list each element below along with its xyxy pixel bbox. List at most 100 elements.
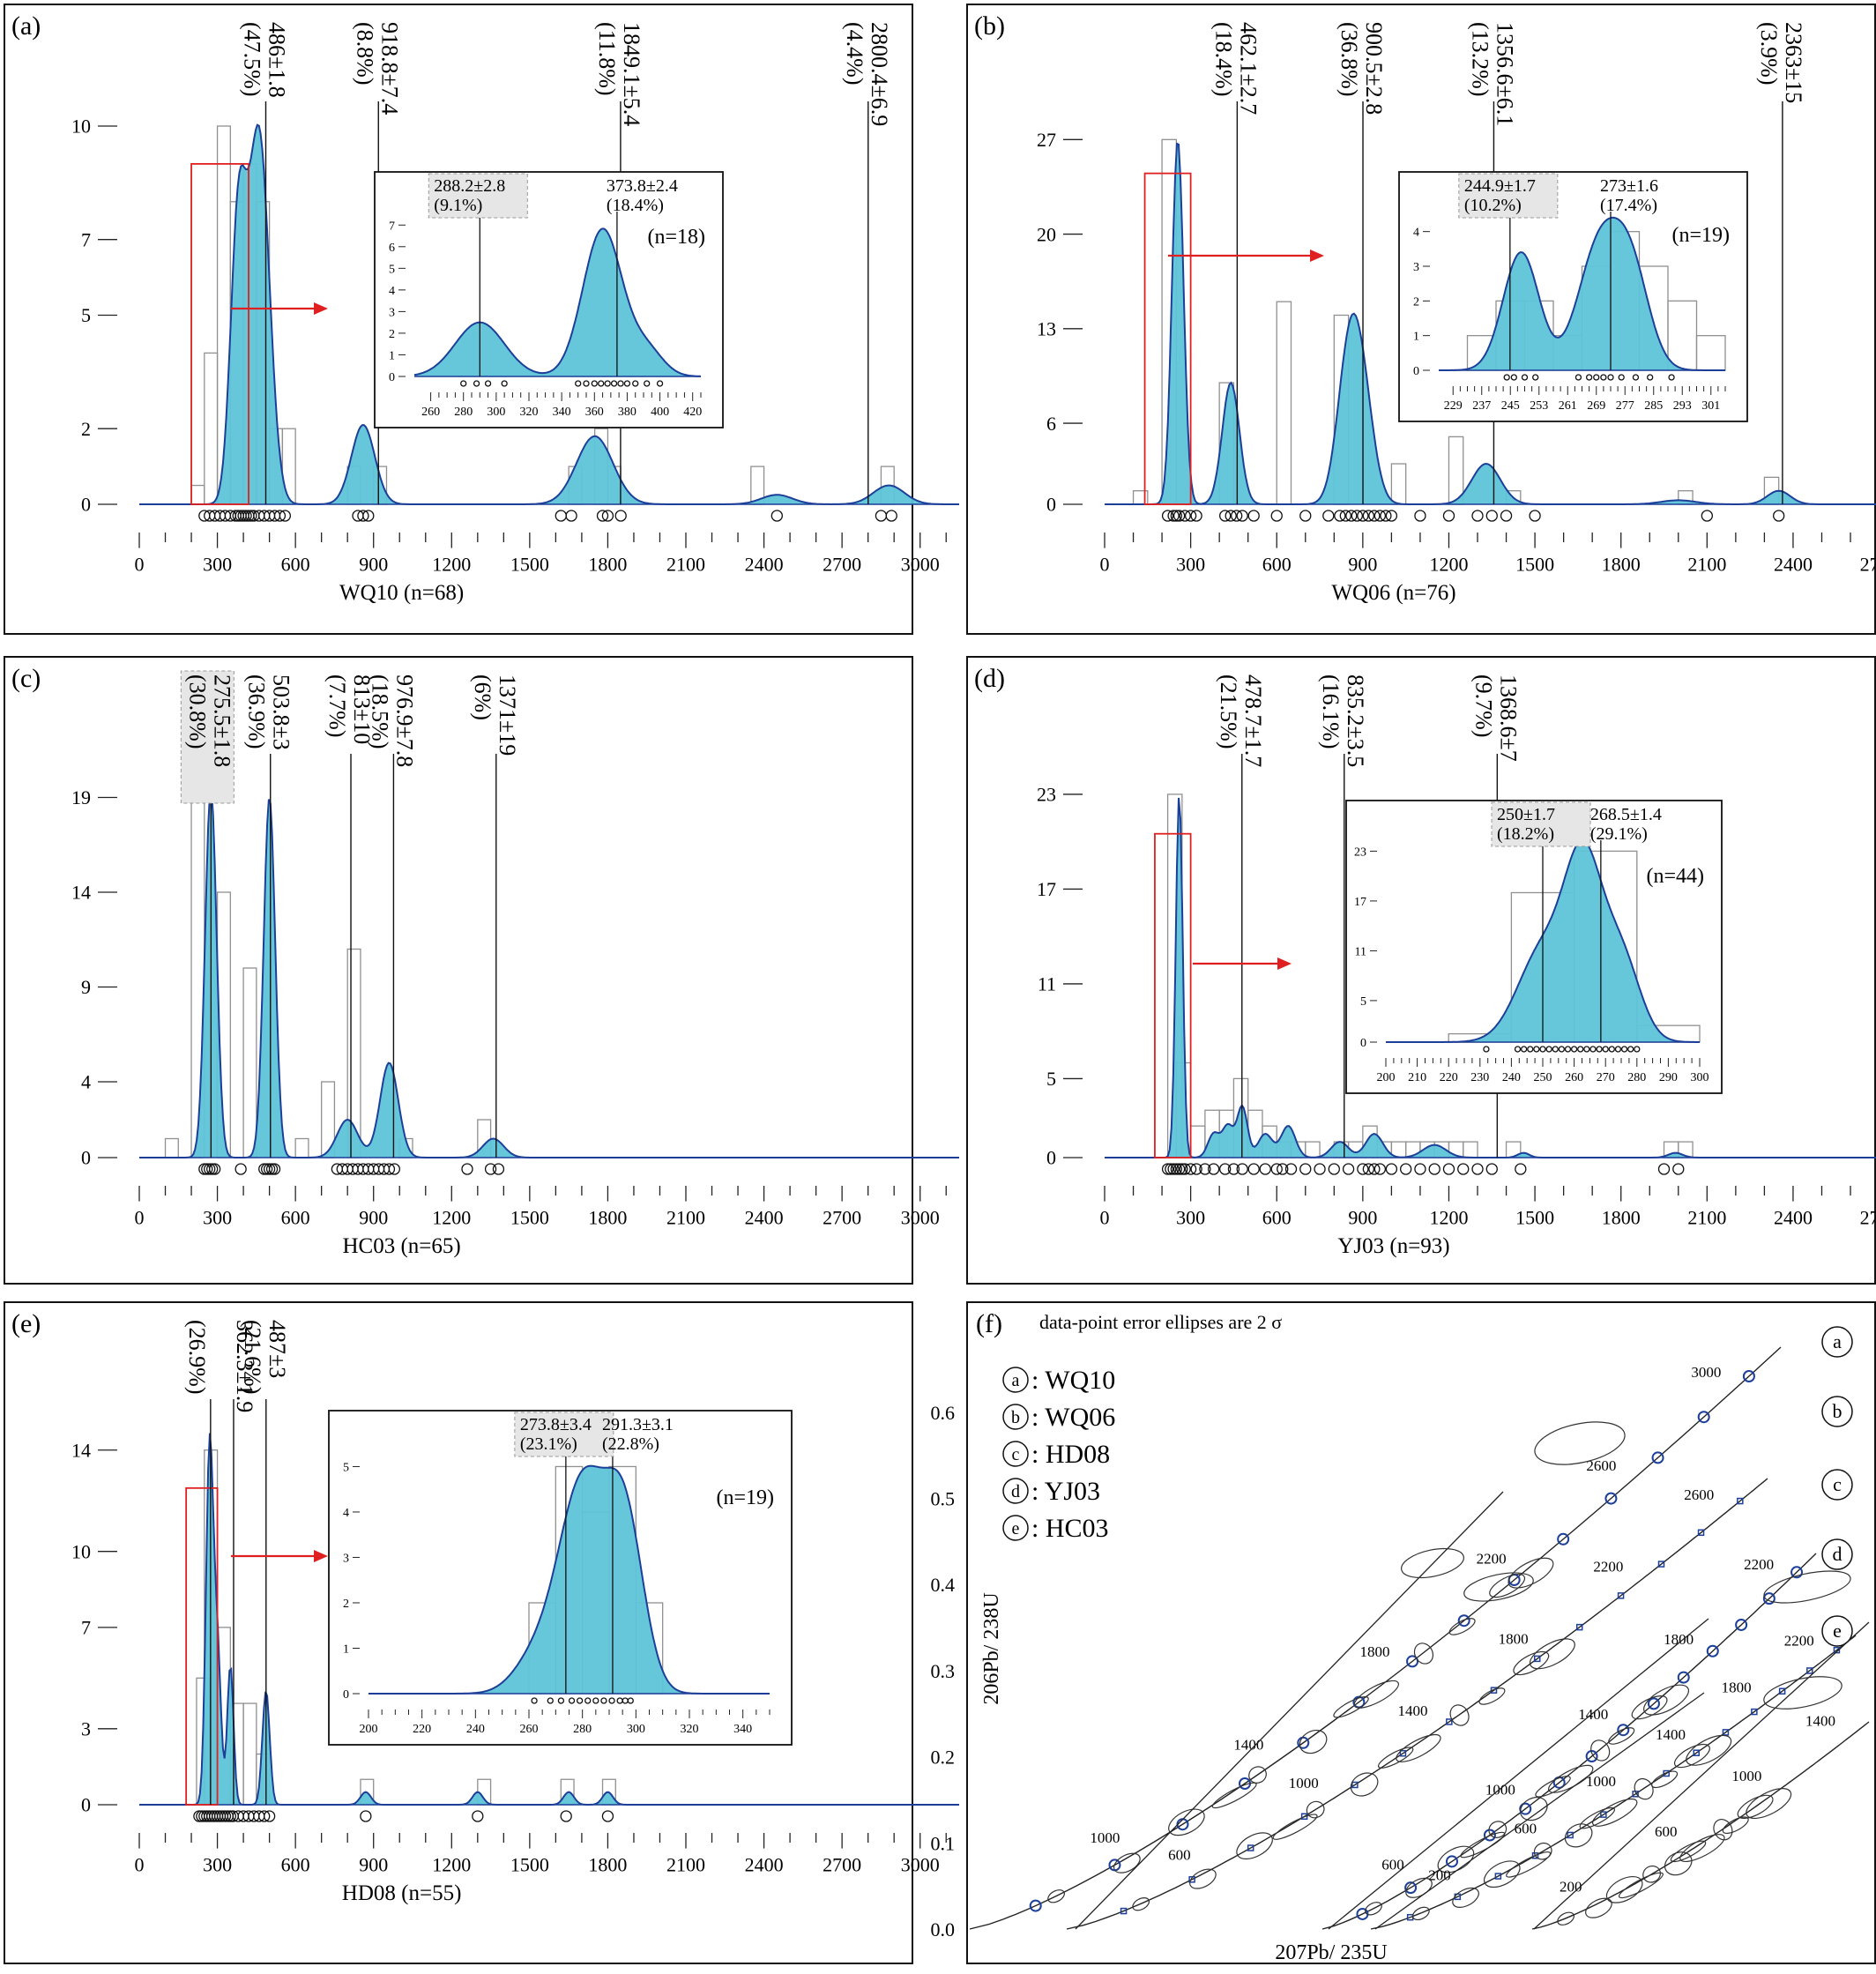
y-tick-label: 23 xyxy=(1037,784,1056,806)
panel-b: (b)462.1±2.7(18.4%)900.5±2.8(36.8%)1356.… xyxy=(967,4,1876,634)
inset-peak-percent: (29.1%) xyxy=(1590,824,1648,844)
peak-label: 275.5±1.8(30.8%) xyxy=(181,671,234,803)
inset-x-tick-label: 260 xyxy=(421,406,440,419)
peak-age: 900.5±2.8 xyxy=(1361,22,1387,115)
chart-title: data-point error ellipses are 2 σ xyxy=(1039,1311,1282,1333)
x-tick-label: 2100 xyxy=(666,554,705,576)
age-points xyxy=(1163,510,1784,521)
x-tick-label: 300 xyxy=(1176,554,1205,576)
curve-tag: b xyxy=(1833,1400,1842,1422)
age-points xyxy=(194,1811,614,1821)
x-tick-label: 300 xyxy=(1176,1207,1205,1229)
legend-marker-text: e xyxy=(1012,1519,1020,1538)
peak-label: 2363±15(3.9%) xyxy=(1756,22,1806,103)
peak-percent: (18.4%) xyxy=(1210,22,1236,96)
peak-age: 487±3 xyxy=(264,1320,290,1378)
error-ellipse xyxy=(1582,1895,1615,1922)
error-ellipse xyxy=(1606,1724,1636,1747)
x-tick-label: 2400 xyxy=(745,1207,784,1229)
inset-x-tick-label: 230 xyxy=(1470,1071,1489,1084)
legend-marker-text: c xyxy=(1012,1445,1020,1464)
x-axis-label: HC03 (n=65) xyxy=(342,1234,460,1258)
age-label: 600 xyxy=(1515,1820,1537,1836)
peak-label: 478.7±1.7(21.5%) xyxy=(1216,674,1266,767)
age-point xyxy=(1415,1164,1426,1174)
age-point xyxy=(493,1164,503,1174)
age-point xyxy=(1415,510,1426,521)
age-label: 2600 xyxy=(1684,1486,1714,1503)
concordia-curve xyxy=(1532,1722,1869,1929)
inset-y-tick-label: 23 xyxy=(1354,845,1366,859)
panel-label: (e) xyxy=(11,1309,41,1338)
x-tick-label: 600 xyxy=(281,554,310,576)
x-tick-label: 2700 xyxy=(1860,554,1876,576)
inset-x-tick-label: 200 xyxy=(360,1723,378,1736)
peak-label: 835.2±3.5(16.1%) xyxy=(1318,674,1368,767)
peak-age: 2363±15 xyxy=(1781,22,1806,103)
panel-frame xyxy=(4,657,912,1284)
age-point xyxy=(1501,510,1512,521)
age-label: 200 xyxy=(1560,1878,1582,1895)
x-tick-label: 0 xyxy=(135,1854,145,1876)
error-ellipse xyxy=(1296,1725,1331,1757)
y-tick-label: 3 xyxy=(81,1718,91,1740)
histogram-bin xyxy=(1463,1142,1478,1158)
error-ellipse xyxy=(1561,1820,1597,1851)
inset-x-tick-label: 340 xyxy=(733,1723,752,1736)
error-ellipse xyxy=(1504,1848,1552,1881)
inset-y-tick-label: 1 xyxy=(343,1643,349,1656)
x-tick-label: 1500 xyxy=(510,554,549,576)
inset-y-tick-label: 5 xyxy=(1360,995,1366,1009)
zoom-arrow xyxy=(1168,250,1324,262)
histogram-bin xyxy=(1306,1142,1320,1158)
error-ellipse xyxy=(1761,1565,1853,1609)
peak-label: 462.1±2.7(18.4%) xyxy=(1210,22,1261,115)
inset-y-tick-label: 5 xyxy=(389,263,395,276)
inset-y-tick-label: 0 xyxy=(1413,365,1419,378)
inset-peak-age: 244.9±1.7 xyxy=(1464,176,1536,196)
age-points xyxy=(199,1164,504,1174)
x-tick-label: 1200 xyxy=(1429,554,1468,576)
age-label: 1000 xyxy=(1731,1768,1761,1784)
age-label: 600 xyxy=(1168,1847,1191,1864)
inset-x-tick-label: 261 xyxy=(1559,399,1577,413)
panel-a: (a)486±1.8(47.5%)918.8±7.4(8.8%)1849.1±5… xyxy=(4,4,959,634)
age-point xyxy=(615,510,626,521)
inset-y-tick-label: 17 xyxy=(1354,896,1366,909)
inset-x-tick-label: 260 xyxy=(1565,1071,1583,1084)
peak-age: 918.8±7.4 xyxy=(376,22,402,115)
main-density xyxy=(139,790,959,1158)
inset-y-tick-label: 2 xyxy=(343,1598,349,1611)
age-point xyxy=(886,510,897,521)
y-tick-label: 4 xyxy=(81,1071,91,1093)
error-ellipse xyxy=(1742,1783,1796,1824)
age-point xyxy=(1344,1164,1354,1174)
age-point xyxy=(1458,1164,1469,1174)
age-point xyxy=(1443,510,1454,521)
histogram-bin xyxy=(243,968,257,1158)
age-point xyxy=(1515,1164,1526,1174)
inset-x-tick-label: 253 xyxy=(1530,399,1548,413)
panel-label: (b) xyxy=(974,11,1005,41)
y-tick-label: 0 xyxy=(81,1147,91,1169)
x-tick-label: 2700 xyxy=(823,1207,861,1229)
x-tick-label: 1200 xyxy=(432,1854,471,1876)
age-label: 1000 xyxy=(1289,1775,1319,1791)
x-tick-label: 2700 xyxy=(823,1854,861,1876)
x-tick-label: 2400 xyxy=(745,1854,784,1876)
y-tick-label: 7 xyxy=(81,228,91,250)
inset-x-tick-label: 269 xyxy=(1587,399,1605,413)
x-tick-label: 900 xyxy=(359,1207,388,1229)
peak-percent: (30.8%) xyxy=(184,674,210,749)
peak-percent: (26.9%) xyxy=(184,1320,210,1394)
y-tick-label: 14 xyxy=(71,882,91,904)
age-point xyxy=(1701,510,1712,521)
inset-n-label: (n=19) xyxy=(1671,224,1730,247)
age-point xyxy=(1271,510,1282,521)
error-ellipse xyxy=(1448,1615,1478,1638)
inset-y-tick-label: 2 xyxy=(1413,295,1419,309)
